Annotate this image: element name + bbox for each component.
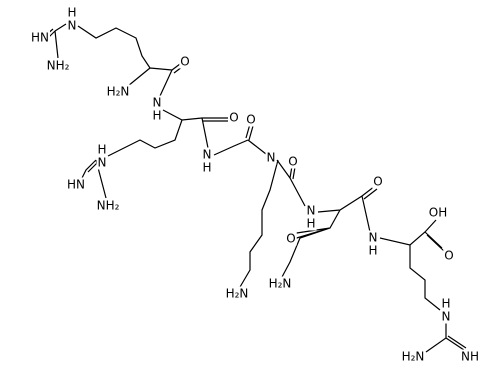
label-backdrop bbox=[460, 349, 480, 364]
atom-label: OH bbox=[429, 206, 447, 220]
atom-label: NH bbox=[461, 350, 479, 364]
label-backdrop bbox=[228, 110, 240, 125]
atom-label: O bbox=[373, 175, 382, 189]
label-backdrop bbox=[305, 216, 317, 231]
label-backdrop bbox=[30, 30, 50, 45]
atom-label: O bbox=[288, 155, 297, 169]
label-backdrop bbox=[96, 155, 108, 170]
label-backdrop bbox=[66, 5, 78, 20]
label-backdrop bbox=[105, 84, 131, 99]
label-backdrop bbox=[95, 198, 121, 213]
atom-label: O bbox=[444, 249, 453, 263]
atom-label: HN bbox=[67, 178, 85, 192]
atom-label: H₂N bbox=[269, 277, 292, 291]
label-backdrop bbox=[245, 112, 257, 127]
label-backdrop bbox=[66, 177, 86, 192]
atom-label: H bbox=[202, 161, 211, 175]
atom-label: N bbox=[307, 204, 316, 218]
label-backdrop bbox=[265, 150, 277, 165]
label-backdrop bbox=[224, 286, 250, 301]
label-backdrop bbox=[285, 231, 297, 246]
label-backdrop bbox=[96, 142, 108, 157]
label-backdrop bbox=[66, 18, 78, 33]
label-backdrop bbox=[400, 349, 426, 364]
atom-label: H bbox=[368, 244, 377, 258]
label-backdrop bbox=[427, 205, 449, 220]
label-backdrop bbox=[305, 203, 317, 218]
atom-label: HN bbox=[31, 31, 49, 45]
label-backdrop bbox=[151, 108, 163, 123]
label-backdrop bbox=[201, 147, 213, 162]
atom-label: O bbox=[246, 113, 255, 127]
bond-lines bbox=[45, 23, 467, 353]
atom-label: H₂N bbox=[402, 350, 425, 364]
label-backdrop bbox=[179, 54, 191, 69]
label-backdrop bbox=[367, 243, 379, 258]
atom-label: NH₂ bbox=[47, 59, 70, 73]
label-backdrop bbox=[372, 174, 384, 189]
atom-label: N bbox=[369, 231, 378, 245]
atom-label: H bbox=[152, 109, 161, 123]
atom-label: N bbox=[98, 156, 107, 170]
atom-label: O bbox=[180, 55, 189, 69]
atom-label: NH₂ bbox=[97, 199, 120, 213]
atom-label: H bbox=[441, 297, 450, 311]
atom-label: H bbox=[97, 143, 106, 157]
atom-label: H bbox=[67, 6, 76, 20]
label-backdrop bbox=[440, 296, 452, 311]
atom-label: O bbox=[286, 232, 295, 246]
label-backdrop bbox=[440, 309, 452, 324]
label-backdrop bbox=[45, 58, 71, 73]
label-backdrop bbox=[201, 160, 213, 175]
label-backdrop bbox=[151, 95, 163, 110]
atom-label: H bbox=[306, 217, 315, 231]
label-backdrop bbox=[267, 276, 293, 291]
atom-label: N bbox=[153, 96, 162, 110]
atom-label: N bbox=[267, 151, 276, 165]
atom-label: H₂N bbox=[226, 287, 249, 301]
atom-label: O bbox=[229, 111, 238, 125]
atom-label: N bbox=[442, 310, 451, 324]
bonds bbox=[45, 23, 467, 353]
label-backdrop bbox=[443, 248, 455, 263]
atom-label: N bbox=[203, 148, 212, 162]
label-backdrop bbox=[367, 230, 379, 245]
label-backdrop bbox=[287, 154, 299, 169]
atom-label: N bbox=[68, 19, 77, 33]
atom-label: H₂N bbox=[107, 85, 130, 99]
